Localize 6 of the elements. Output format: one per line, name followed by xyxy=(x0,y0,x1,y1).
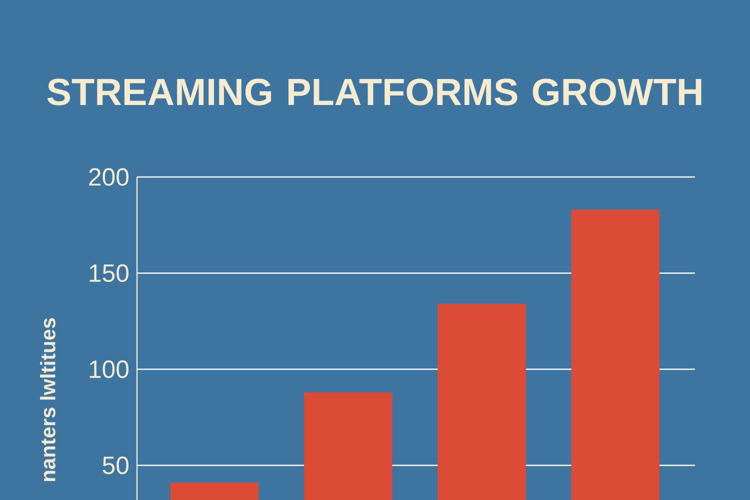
y-axis-title: nanters lwltitues xyxy=(40,318,56,482)
y-tick-label: 50 xyxy=(102,456,129,474)
y-tick-label: 150 xyxy=(90,264,129,282)
chart-title: STREAMING PLATFORMS GROWTH xyxy=(47,78,702,106)
y-tick-label: 200 xyxy=(89,168,129,186)
y-tick-label: 100 xyxy=(90,360,129,378)
